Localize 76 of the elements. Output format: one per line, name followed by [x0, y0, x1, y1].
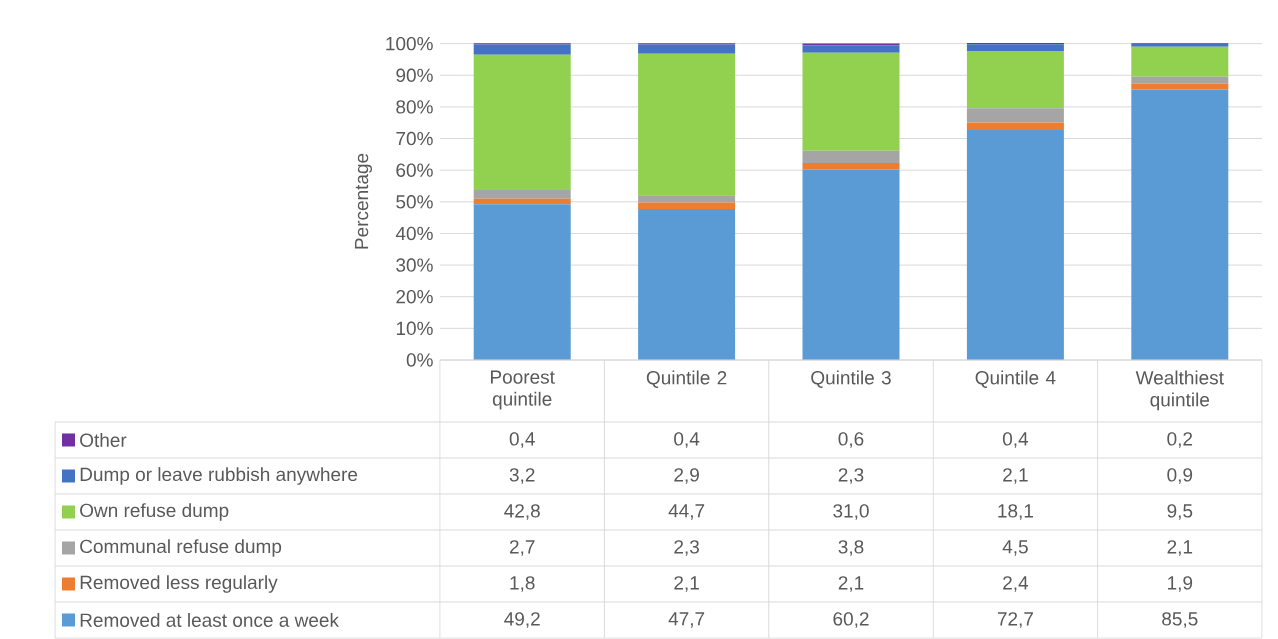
y-tick-label: 80%	[396, 100, 433, 114]
y-tick-label: 10%	[396, 321, 433, 336]
x-tick-label: Quintile 2	[646, 370, 727, 388]
y-tick-label: 0%	[406, 353, 433, 367]
data-label: 31,0	[833, 504, 869, 520]
legend-label: Removed less regularly	[80, 575, 278, 593]
bar	[1131, 46, 1229, 77]
bar	[966, 50, 1064, 109]
data-label: 2,1	[674, 576, 699, 592]
data-label: 2,3	[674, 540, 699, 556]
data-label: 49,2	[504, 612, 540, 628]
data-label: 2,4	[1003, 576, 1029, 592]
data-label: 2,1	[1003, 468, 1028, 484]
legend-label: Dump or leave rubbish anywhere	[80, 467, 358, 485]
bar	[1131, 89, 1229, 360]
data-label: 1,9	[1168, 576, 1193, 592]
data-label: 72,7	[997, 612, 1033, 628]
x-tick-label: Quintile 3	[811, 370, 891, 388]
bar	[473, 54, 571, 191]
bar	[473, 204, 571, 360]
data-label: 18,1	[998, 504, 1033, 520]
bar	[473, 44, 571, 55]
data-label: 85,5	[1162, 612, 1198, 628]
bar	[638, 209, 736, 360]
data-label: 0,6	[838, 432, 864, 448]
legend-label: Own refuse dump	[80, 503, 229, 521]
bar	[966, 44, 1064, 51]
data-label: 0,9	[1167, 468, 1193, 484]
data-label: 2,9	[674, 468, 699, 484]
y-tick-label: 40%	[395, 226, 433, 241]
data-label: 2,1	[838, 576, 864, 592]
y-tick-label: 30%	[396, 258, 433, 272]
y-axis-title: Percentage	[355, 153, 373, 249]
data-label: 0,4	[674, 432, 700, 448]
bar	[802, 162, 900, 170]
data-label: 2,1	[1167, 540, 1193, 556]
data-label: 3,2	[509, 468, 535, 484]
y-tick-label: 90%	[396, 68, 433, 82]
data-label: 9,5	[1167, 504, 1193, 520]
data-label: 3,8	[838, 540, 864, 556]
data-label: 0,4	[509, 432, 535, 448]
bar	[638, 195, 736, 203]
bar	[638, 202, 736, 210]
x-tick-label: Poorest quintile	[491, 370, 555, 410]
y-tick-label: 100%	[386, 36, 433, 51]
x-tick-label: Wealthiest quintile	[1135, 370, 1224, 411]
data-label: 1,8	[510, 576, 535, 592]
bar	[966, 122, 1064, 130]
data-label: 42,8	[504, 504, 540, 520]
bar	[966, 129, 1064, 360]
data-label: 0,2	[1167, 432, 1193, 448]
bar	[1131, 83, 1229, 90]
legend-label: Removed at least once a week	[80, 613, 339, 627]
y-tick-label: 50%	[396, 195, 433, 209]
bar	[638, 53, 736, 196]
data-label: 47,7	[668, 612, 705, 628]
y-tick-label: 20%	[396, 289, 433, 304]
data-label: 44,7	[668, 504, 705, 520]
bar	[802, 52, 900, 151]
legend-label: Other	[80, 433, 127, 447]
data-label: 0,4	[1002, 432, 1029, 448]
data-label: 4,5	[1002, 540, 1028, 556]
legend-label: Communal refuse dump	[80, 539, 282, 557]
bar	[802, 45, 900, 53]
data-label: 60,2	[833, 612, 869, 628]
y-tick-label: 70%	[396, 131, 433, 146]
bar	[473, 190, 571, 199]
x-tick-label: Quintile 4	[975, 370, 1056, 388]
bar	[966, 108, 1064, 123]
data-label: 2,7	[509, 540, 535, 556]
data-label: 2,3	[838, 468, 864, 484]
bar	[802, 150, 900, 163]
bar	[802, 169, 900, 360]
y-tick-label: 60%	[396, 163, 433, 177]
bar	[1131, 76, 1229, 84]
bar	[638, 44, 736, 54]
